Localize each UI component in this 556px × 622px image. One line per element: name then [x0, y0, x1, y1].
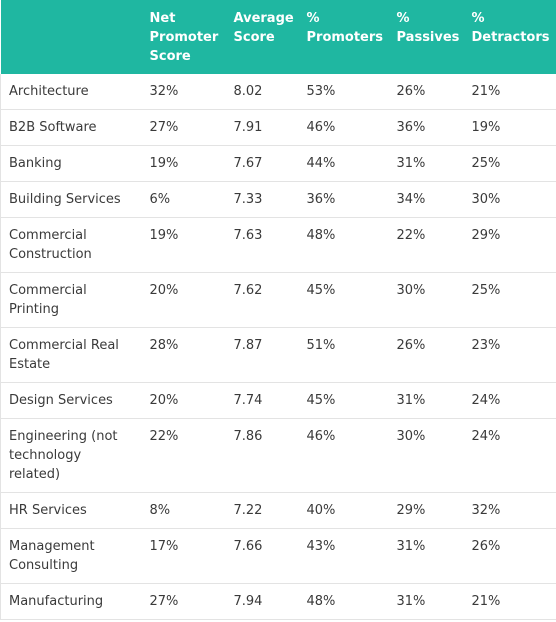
passives-cell: 22%	[388, 217, 464, 273]
average-score-cell: 7.67	[225, 145, 299, 182]
passives-cell: 31%	[388, 382, 464, 419]
industry-cell: Management Consulting	[0, 528, 142, 584]
passives-cell: 31%	[388, 583, 464, 620]
passives-cell: 31%	[388, 145, 464, 182]
table-row: B2B Software 27% 7.91 46% 36% 19%	[0, 109, 556, 146]
promoters-cell: 43%	[298, 528, 389, 584]
average-score-cell: 7.63	[225, 217, 299, 273]
nps-cell: 20%	[141, 272, 226, 328]
industry-cell: Building Services	[0, 181, 142, 218]
passives-cell: 26%	[388, 74, 464, 110]
table-row: HR Services 8% 7.22 40% 29% 32%	[0, 492, 556, 529]
promoters-cell: 45%	[298, 272, 389, 328]
table-row: Engineering (not technology related) 22%…	[0, 418, 556, 493]
detractors-cell: 21%	[463, 74, 556, 110]
promoters-cell: 46%	[298, 418, 389, 493]
promoters-cell: 40%	[298, 492, 389, 529]
nps-cell: 8%	[141, 492, 226, 529]
passives-cell: 30%	[388, 418, 464, 493]
promoters-cell: 46%	[298, 109, 389, 146]
header-row: Net Promoter Score Average Score % Promo…	[0, 0, 556, 74]
table-body: Architecture 32% 8.02 53% 26% 21% B2B So…	[0, 74, 556, 620]
detractors-cell: 30%	[463, 181, 556, 218]
detractors-cell: 25%	[463, 272, 556, 328]
detractors-cell: 21%	[463, 583, 556, 620]
average-score-cell: 8.02	[225, 74, 299, 110]
detractors-cell: 24%	[463, 382, 556, 419]
average-score-cell: 7.86	[225, 418, 299, 493]
table-row: Building Services 6% 7.33 36% 34% 30%	[0, 181, 556, 218]
industry-cell: Commercial Real Estate	[0, 327, 142, 383]
detractors-cell: 19%	[463, 109, 556, 146]
passives-cell: 36%	[388, 109, 464, 146]
industry-cell: Engineering (not technology related)	[0, 418, 142, 493]
promoters-cell: 44%	[298, 145, 389, 182]
detractors-cell: 23%	[463, 327, 556, 383]
industry-cell: Commercial Construction	[0, 217, 142, 273]
header-industry	[1, 0, 142, 74]
table-row: Commercial Real Estate 28% 7.87 51% 26% …	[0, 327, 556, 383]
passives-cell: 30%	[388, 272, 464, 328]
table-row: Management Consulting 17% 7.66 43% 31% 2…	[0, 528, 556, 584]
passives-cell: 34%	[388, 181, 464, 218]
nps-cell: 28%	[141, 327, 226, 383]
detractors-cell: 26%	[463, 528, 556, 584]
passives-cell: 31%	[388, 528, 464, 584]
header-passives: % Passives	[396, 11, 460, 45]
detractors-cell: 29%	[463, 217, 556, 273]
promoters-cell: 51%	[298, 327, 389, 383]
detractors-cell: 24%	[463, 418, 556, 493]
passives-cell: 26%	[388, 327, 464, 383]
nps-cell: 20%	[141, 382, 226, 419]
nps-cell: 27%	[141, 583, 226, 620]
header-average-score: Average Score	[233, 11, 294, 45]
average-score-cell: 7.94	[225, 583, 299, 620]
industry-cell: Commercial Printing	[0, 272, 142, 328]
industry-cell: Manufacturing	[0, 583, 142, 620]
detractors-cell: 32%	[463, 492, 556, 529]
industry-cell: B2B Software	[0, 109, 142, 146]
table-header: Net Promoter Score Average Score % Promo…	[0, 0, 556, 74]
nps-cell: 27%	[141, 109, 226, 146]
table-row: Commercial Construction 19% 7.63 48% 22%…	[0, 217, 556, 273]
header-detractors: % Detractors	[471, 11, 550, 45]
passives-cell: 29%	[388, 492, 464, 529]
table-row: Architecture 32% 8.02 53% 26% 21%	[0, 74, 556, 110]
average-score-cell: 7.66	[225, 528, 299, 584]
promoters-cell: 36%	[298, 181, 389, 218]
average-score-cell: 7.87	[225, 327, 299, 383]
nps-cell: 17%	[141, 528, 226, 584]
table-row: Manufacturing 27% 7.94 48% 31% 21%	[0, 583, 556, 620]
table-row: Banking 19% 7.67 44% 31% 25%	[0, 145, 556, 182]
promoters-cell: 53%	[298, 74, 389, 110]
nps-cell: 6%	[141, 181, 226, 218]
nps-cell: 19%	[141, 217, 226, 273]
average-score-cell: 7.74	[225, 382, 299, 419]
average-score-cell: 7.91	[225, 109, 299, 146]
nps-cell: 32%	[141, 74, 226, 110]
table-row: Design Services 20% 7.74 45% 31% 24%	[0, 382, 556, 419]
promoters-cell: 45%	[298, 382, 389, 419]
header-promoters: % Promoters	[306, 11, 384, 45]
industry-cell: HR Services	[0, 492, 142, 529]
promoters-cell: 48%	[298, 583, 389, 620]
header-net-promoter-score: Net Promoter Score	[149, 11, 219, 64]
promoters-cell: 48%	[298, 217, 389, 273]
industry-cell: Architecture	[0, 74, 142, 110]
nps-cell: 19%	[141, 145, 226, 182]
table-row: Commercial Printing 20% 7.62 45% 30% 25%	[0, 272, 556, 328]
industry-cell: Design Services	[0, 382, 142, 419]
average-score-cell: 7.22	[225, 492, 299, 529]
nps-cell: 22%	[141, 418, 226, 493]
detractors-cell: 25%	[463, 145, 556, 182]
average-score-cell: 7.33	[225, 181, 299, 218]
average-score-cell: 7.62	[225, 272, 299, 328]
industry-cell: Banking	[0, 145, 142, 182]
